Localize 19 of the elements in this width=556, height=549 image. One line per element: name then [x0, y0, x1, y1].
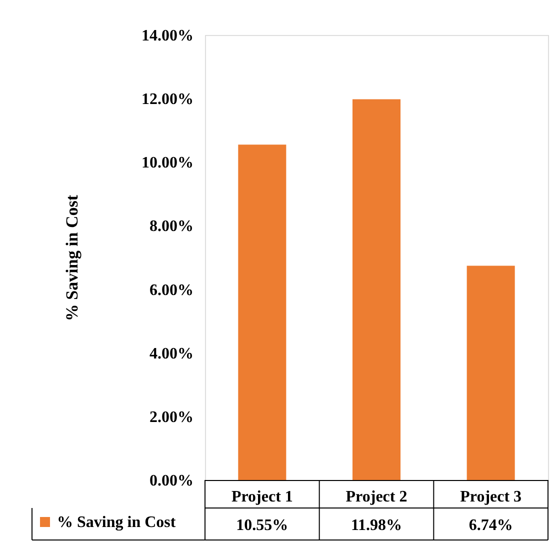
text: 10.55%: [236, 517, 288, 534]
x-tick-label: Project 1: [231, 488, 293, 506]
y-tick-label: 2.00%: [150, 408, 194, 426]
y-tick-label: 6.00%: [150, 282, 194, 299]
legend-label: % Saving in Cost: [57, 514, 176, 531]
text: 6.74%: [468, 517, 513, 534]
x-tick-label: Project 2: [346, 488, 408, 506]
text: 11.98%: [350, 517, 402, 534]
bar: [466, 266, 515, 480]
bar: [238, 144, 286, 480]
y-axis-title: % Saving in Cost: [62, 194, 82, 322]
y-tick-label: 4.00%: [150, 345, 194, 362]
y-tick-label: 8.00%: [150, 218, 194, 236]
bar: [352, 99, 401, 480]
y-tick-label: 14.00%: [142, 28, 194, 44]
y-tick-label: 10.00%: [142, 154, 194, 172]
y-tick-label: 0.00%: [150, 472, 194, 490]
x-tick-label: Project 3: [460, 488, 522, 506]
y-tick-label: 12.00%: [142, 91, 194, 108]
